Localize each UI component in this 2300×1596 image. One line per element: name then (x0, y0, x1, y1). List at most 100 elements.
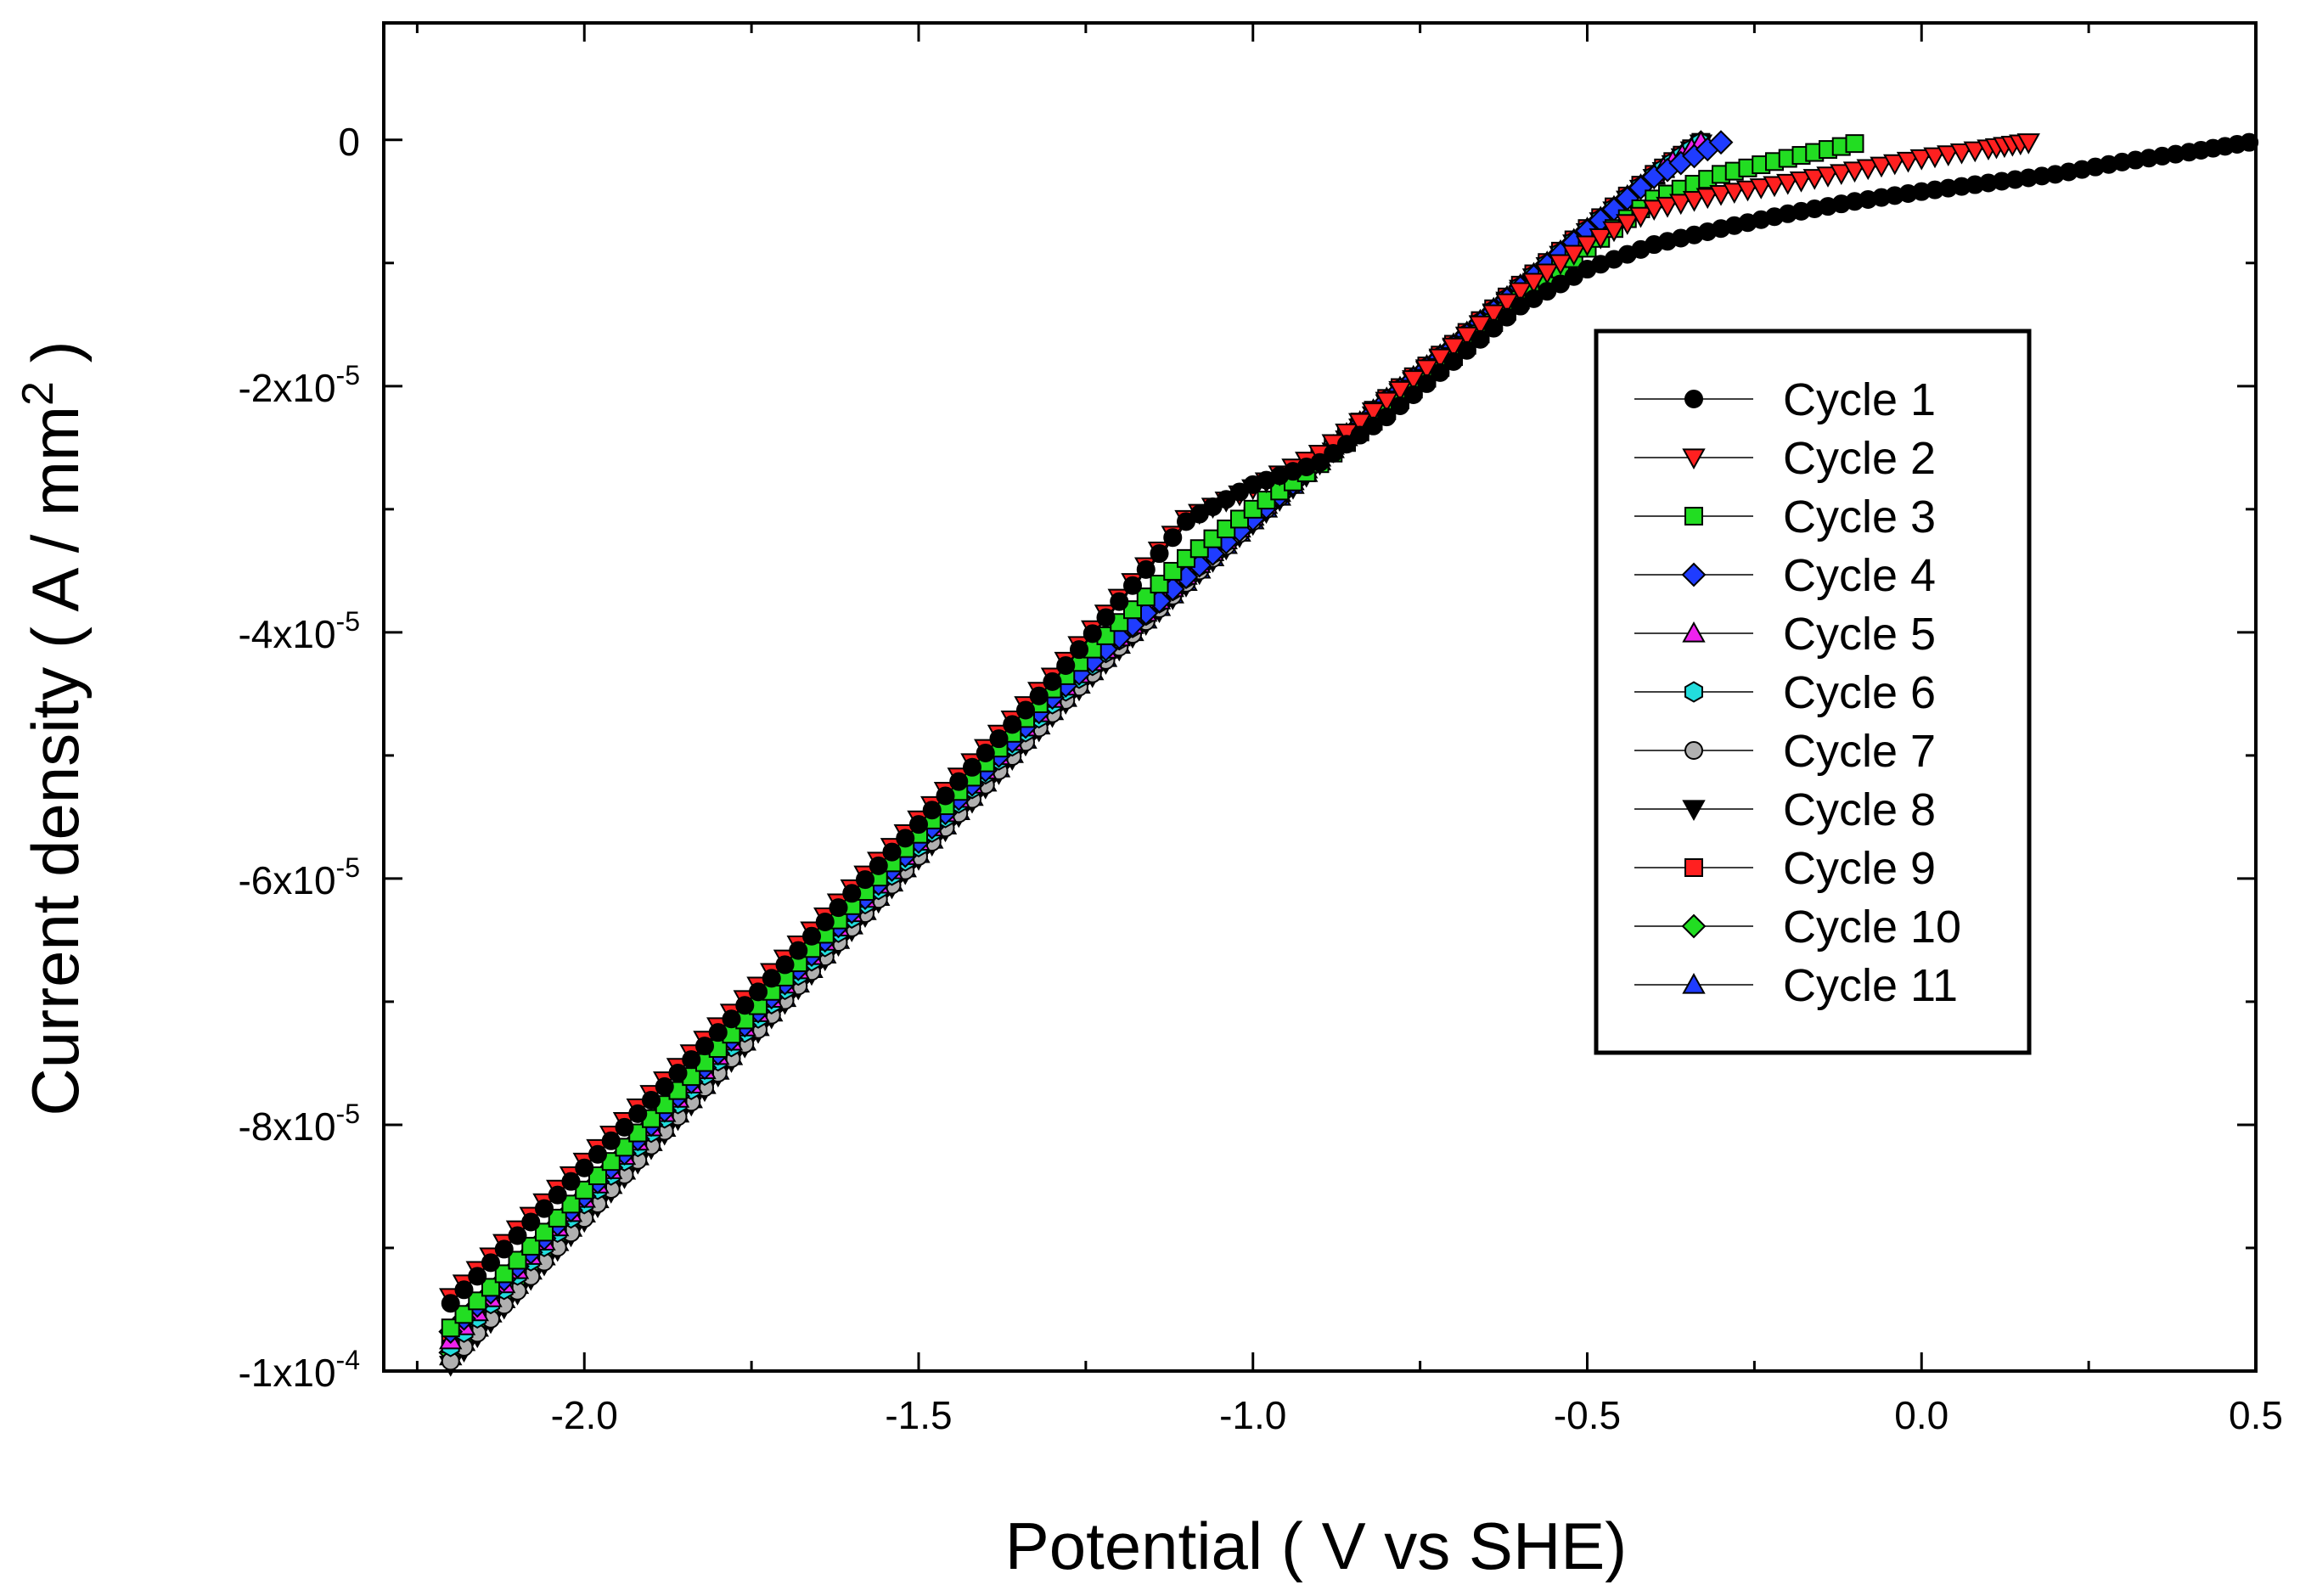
series-line (450, 143, 1701, 1362)
data-point (1070, 640, 1088, 660)
data-point (1909, 149, 1933, 171)
data-point (1417, 374, 1437, 393)
data-point (521, 1236, 541, 1256)
data-point (1498, 307, 1516, 327)
data-point (1616, 214, 1639, 235)
data-point (1776, 173, 1800, 195)
data-point (454, 1280, 474, 1300)
y-axis-title-main: Current density ( A / mm (18, 406, 93, 1116)
axis-ticks: -2.0 -1.5 -1.0 -0.5 0.0 0.50-2x10-5-4x10-5-6x… (238, 23, 2283, 1437)
data-point (1003, 715, 1022, 734)
data-point (1457, 340, 1476, 360)
data-point (508, 1226, 527, 1245)
data-point (655, 1076, 674, 1096)
data-point (882, 842, 902, 862)
data-point (1310, 452, 1330, 472)
data-point (1016, 700, 1035, 720)
data-point (1937, 145, 1960, 166)
data-point (1896, 151, 1920, 173)
data-point (829, 898, 848, 918)
data-point (1083, 624, 1102, 643)
data-point (1708, 130, 1734, 155)
data-point (1535, 263, 1559, 285)
series-cycle-1 (441, 132, 2259, 1313)
data-point (749, 982, 768, 1002)
data-point (1575, 235, 1600, 257)
legend-label: Cycle 11 (1783, 960, 1958, 1011)
legend-marker (1684, 741, 1703, 760)
legend-item: Cycle 10 (1634, 902, 1961, 953)
data-point (521, 1212, 541, 1232)
data-point (1029, 686, 1049, 705)
data-point (722, 1009, 741, 1029)
data-point (1471, 329, 1490, 349)
data-point (1628, 206, 1653, 228)
legend: Cycle 1 Cycle 2 Cycle 3 Cycle 4 Cycle 5 Cycle… (1594, 329, 2032, 1055)
data-point (1870, 156, 1893, 178)
data-point (1682, 190, 1707, 212)
y-tick-label-exponent: -5 (336, 360, 360, 391)
series-line (450, 143, 1701, 1366)
legend-marker (1682, 800, 1706, 822)
y-tick-label-base: -4x10 (238, 612, 335, 656)
data-point (762, 969, 781, 988)
legend-item: Cycle 1 (1634, 374, 1936, 425)
y-tick-label-exponent: -5 (336, 606, 360, 637)
data-point (1110, 592, 1129, 611)
data-point (1830, 164, 1853, 185)
data-point (1842, 161, 1867, 183)
legend-marker (1682, 621, 1706, 643)
data-point (615, 1117, 634, 1137)
data-point (1749, 178, 1773, 200)
legend-item: Cycle 8 (1634, 784, 1936, 835)
y-tick-label-base: -8x10 (238, 1104, 335, 1149)
legend-marker (1682, 972, 1706, 994)
data-point (695, 1037, 714, 1056)
y-tick-label-base: -2x10 (238, 366, 335, 410)
data-point (1123, 576, 1142, 595)
data-point (1735, 180, 1760, 202)
data-point (1883, 154, 1907, 176)
data-point (642, 1090, 661, 1110)
data-point (1484, 318, 1504, 338)
x-tick-label: 0.5 (2229, 1393, 2283, 1437)
data-point (1350, 425, 1369, 445)
legend-label: Cycle 4 (1783, 550, 1936, 601)
legend-marker (1684, 681, 1703, 703)
data-point (1802, 169, 1826, 190)
data-point (909, 815, 928, 835)
data-point (1923, 147, 1947, 169)
y-axis-title: Current density ( A / mm2 ) (14, 340, 93, 1116)
data-point (1816, 166, 1840, 188)
data-point (1337, 435, 1356, 454)
data-point (1669, 194, 1693, 216)
legend-marker (1684, 858, 1703, 877)
legend-label: Cycle 3 (1783, 492, 1936, 542)
data-point (1642, 200, 1666, 222)
data-point (668, 1064, 688, 1083)
series-line (450, 142, 1701, 1357)
data-point (1364, 416, 1383, 436)
data-point (1509, 282, 1532, 304)
data-point (856, 870, 874, 890)
data-point (1043, 672, 1062, 691)
data-point (963, 757, 981, 777)
plot-area (382, 21, 2258, 1373)
x-tick-label: -0.5 (1554, 1393, 1621, 1437)
y-tick-label-base: -1x10 (238, 1351, 335, 1395)
data-point (1789, 171, 1814, 193)
data-point (1589, 228, 1612, 250)
legend-item: Cycle 11 (1634, 960, 1958, 1011)
data-point (1695, 188, 1719, 210)
legend-marker (1684, 390, 1703, 408)
data-point (922, 801, 942, 820)
data-point (481, 1253, 500, 1273)
legend-label: Cycle 7 (1783, 726, 1936, 777)
data-point (1709, 184, 1733, 206)
y-tick-label-exponent: -5 (336, 852, 360, 883)
data-point (1521, 273, 1546, 295)
legend-label: Cycle 9 (1783, 843, 1936, 894)
data-point (1963, 141, 1987, 163)
data-point (1377, 407, 1397, 427)
